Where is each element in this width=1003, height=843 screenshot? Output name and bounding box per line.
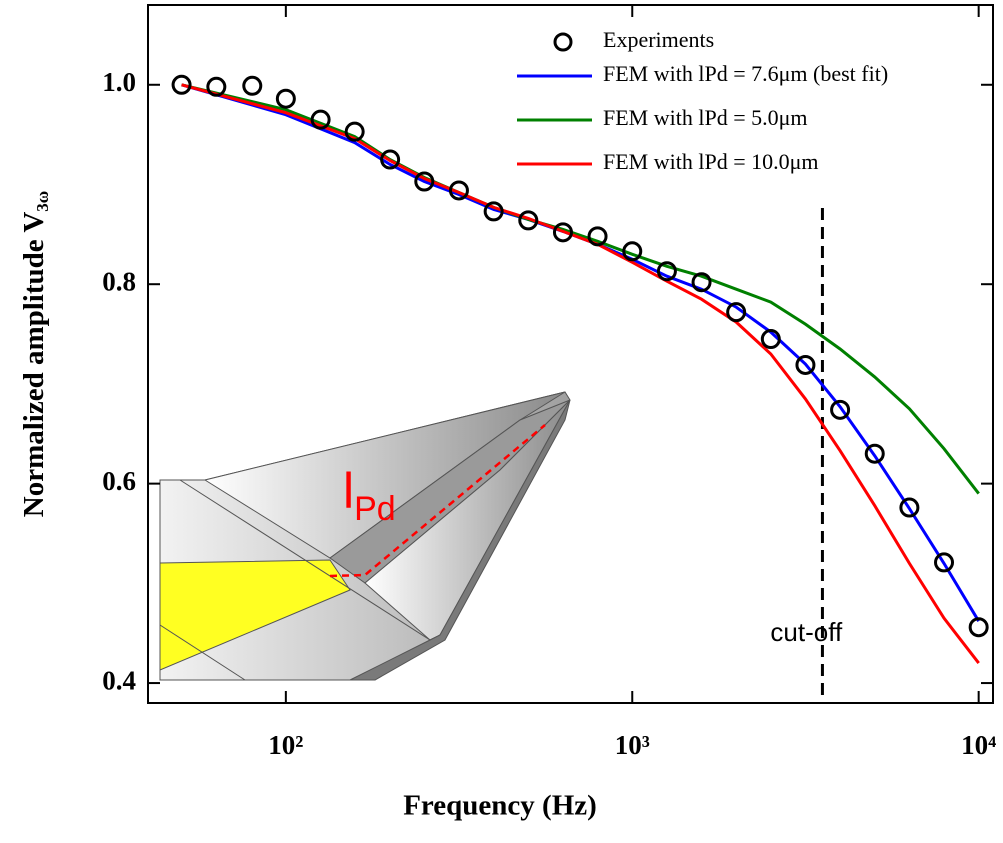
y-tick-label: 0.8: [102, 266, 136, 296]
data-point: [622, 241, 643, 262]
data-point: [760, 329, 781, 350]
data-point: [656, 261, 677, 282]
data-point: [206, 76, 227, 97]
legend-label: FEM with lPd = 10.0μm: [603, 149, 819, 174]
x-axis-label: Frequency (Hz): [403, 790, 597, 822]
y-tick-label: 1.0: [102, 67, 136, 97]
data-point: [587, 226, 608, 247]
data-point: [726, 302, 747, 323]
data-point: [344, 121, 365, 142]
x-tick-label: 10²: [268, 730, 303, 760]
data-point: [864, 443, 885, 464]
data-point: [275, 88, 296, 109]
series-line: [181, 83, 980, 665]
data-point: [968, 617, 989, 638]
data-point: [830, 399, 851, 420]
data-point: [934, 552, 955, 573]
y-axis-label: Normalized amplitude V3ω: [18, 191, 52, 518]
legend-marker: [553, 32, 573, 52]
cutoff-label: cut-off: [770, 617, 843, 647]
legend-label: FEM with lPd = 7.6μm (best fit): [603, 61, 888, 86]
inset-label-text: l: [343, 463, 354, 519]
inset-label: lPd: [343, 463, 396, 528]
x-tick-label: 10³: [615, 730, 650, 760]
data-point: [171, 74, 192, 95]
data-point: [380, 149, 401, 170]
data-point: [483, 201, 504, 222]
legend-label: Experiments: [603, 27, 714, 52]
data-point: [242, 75, 263, 96]
data-point: [552, 222, 573, 243]
data-point: [899, 497, 920, 518]
data-point: [310, 109, 331, 130]
x-tick-label: 10⁴: [961, 730, 996, 760]
legend-label: FEM with lPd = 5.0μm: [603, 105, 808, 130]
y-axis-label-sub: 3ω: [33, 191, 52, 212]
data-point: [518, 210, 539, 231]
data-point: [691, 272, 712, 293]
data-point: [795, 354, 816, 375]
y-axis-label-text: Normalized amplitude V: [18, 212, 50, 518]
inset: lPd: [159, 391, 571, 681]
y-tick-label: 0.6: [102, 466, 136, 496]
data-point: [448, 180, 469, 201]
y-tick-label: 0.4: [102, 665, 136, 695]
data-point: [414, 171, 435, 192]
inset-label-sub: Pd: [354, 490, 396, 528]
plot-frame: [147, 4, 994, 704]
